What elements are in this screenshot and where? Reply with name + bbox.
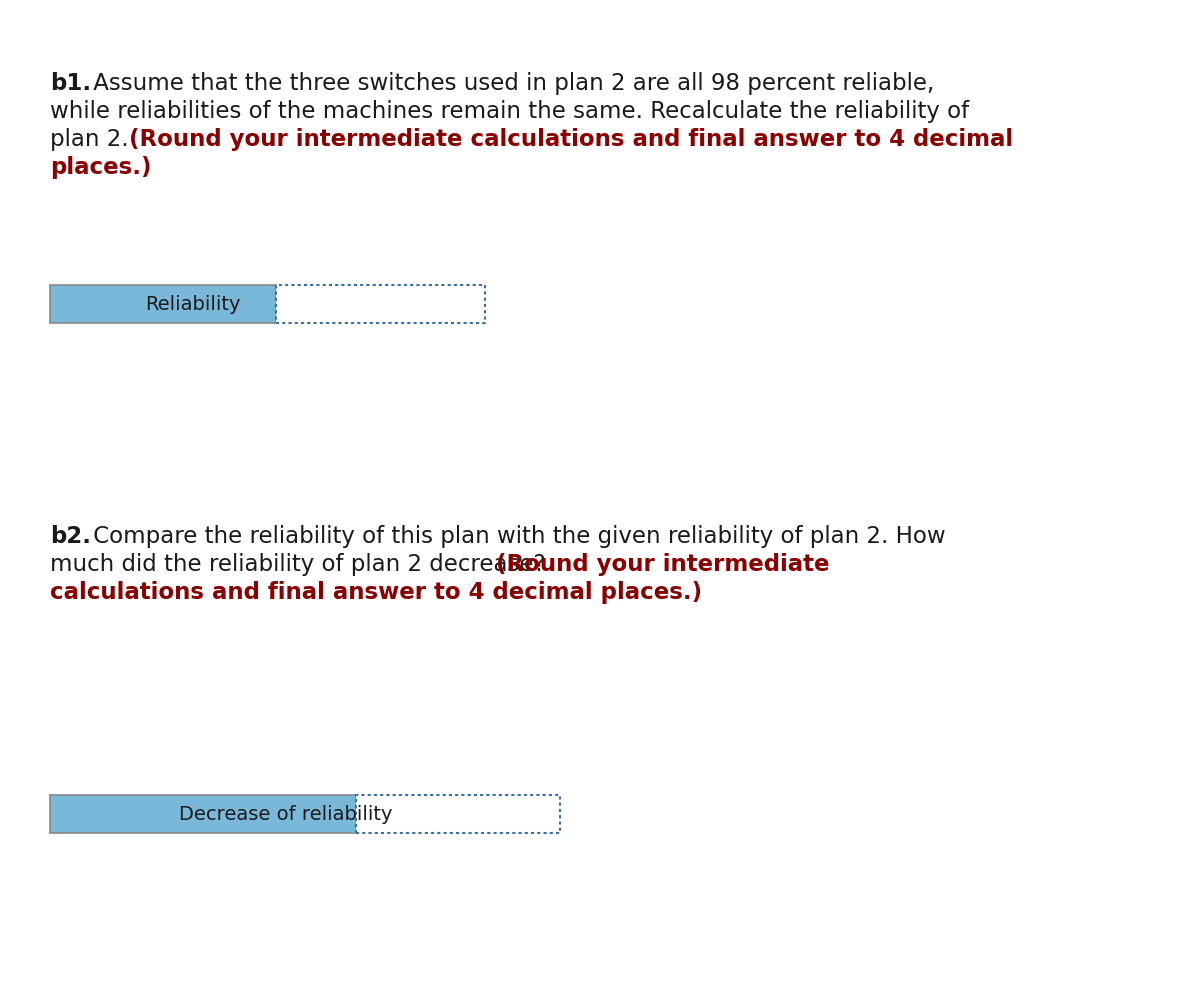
Bar bbox=[50, 795, 356, 833]
Text: Compare the reliability of this plan with the given reliability of plan 2. How: Compare the reliability of this plan wit… bbox=[86, 525, 946, 548]
Text: places.): places.) bbox=[50, 156, 152, 179]
Text: b1.: b1. bbox=[50, 72, 91, 95]
Text: (Round your intermediate: (Round your intermediate bbox=[496, 553, 829, 576]
Text: while reliabilities of the machines remain the same. Recalculate the reliability: while reliabilities of the machines rema… bbox=[50, 100, 970, 123]
Text: plan 2.: plan 2. bbox=[50, 128, 136, 151]
Bar bbox=[276, 285, 485, 323]
Text: Reliability: Reliability bbox=[144, 294, 240, 314]
Text: Assume that the three switches used in plan 2 are all 98 percent reliable,: Assume that the three switches used in p… bbox=[86, 72, 934, 95]
Text: calculations and final answer to 4 decimal places.): calculations and final answer to 4 decim… bbox=[50, 581, 702, 604]
Text: much did the reliability of plan 2 decrease?: much did the reliability of plan 2 decre… bbox=[50, 553, 553, 576]
Bar bbox=[50, 285, 276, 323]
Text: Decrease of reliability: Decrease of reliability bbox=[179, 805, 392, 824]
Text: (Round your intermediate calculations and final answer to 4 decimal: (Round your intermediate calculations an… bbox=[129, 128, 1014, 151]
Bar bbox=[356, 795, 560, 833]
Text: b2.: b2. bbox=[50, 525, 91, 548]
